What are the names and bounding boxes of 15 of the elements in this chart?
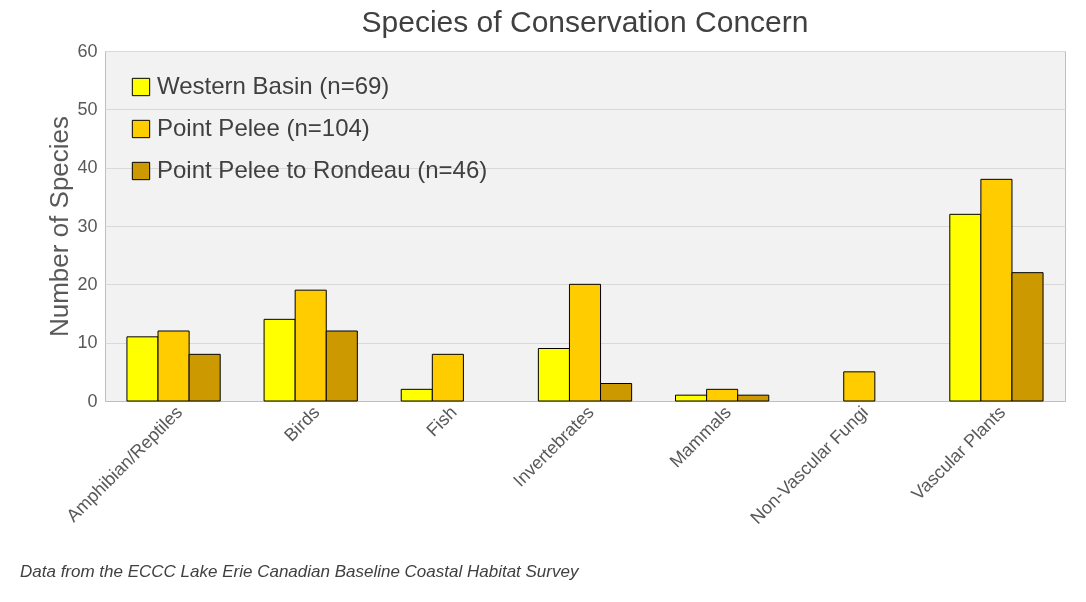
y-axis-title: Number of Species [44, 115, 75, 338]
legend-label: Point Pelee (n=104) [157, 114, 370, 141]
chart-title: Species of Conservation Concern [361, 5, 809, 38]
y-tick-label: 10 [77, 332, 98, 353]
y-tick-label: 30 [77, 215, 98, 236]
y-tick-label: 20 [77, 273, 98, 294]
y-tick-label: 40 [77, 157, 98, 178]
y-tick-label: 0 [87, 390, 98, 411]
bar [843, 371, 876, 402]
x-tick-label: Fish [422, 402, 461, 441]
legend-label: Point Pelee to Rondeau (n=46) [157, 156, 488, 183]
text: Data from the ECCC Lake Erie Canadian Baseline Coastal Habitat Survey [20, 562, 580, 581]
y-tick-label: 60 [77, 40, 98, 61]
y-tick-label: 50 [77, 98, 98, 119]
legend-label: Western Basin (n=69) [157, 72, 390, 99]
